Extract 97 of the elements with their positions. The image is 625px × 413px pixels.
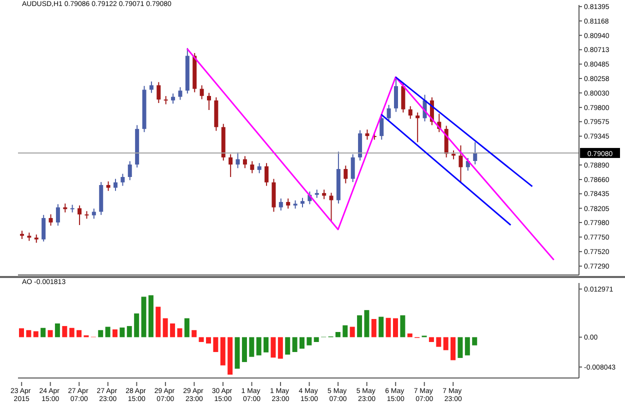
bar [48, 330, 53, 338]
bar [371, 318, 376, 338]
candlestick [300, 197, 304, 208]
bar [40, 328, 46, 338]
candlestick [242, 156, 247, 169]
bar [69, 328, 74, 338]
bar [436, 337, 442, 347]
candlestick [344, 165, 348, 184]
bar [112, 329, 118, 338]
bar [458, 337, 463, 358]
bar [141, 296, 146, 338]
bar [76, 330, 82, 338]
candlestick [380, 114, 384, 140]
bar [220, 337, 226, 366]
bar [364, 310, 370, 338]
bar [19, 328, 24, 338]
candlestick [56, 204, 60, 226]
bar [450, 337, 456, 360]
bar [170, 323, 176, 338]
candlestick [78, 204, 82, 226]
bar [228, 337, 233, 375]
bar [335, 332, 340, 338]
bar [26, 330, 32, 338]
candlestick [149, 81, 154, 94]
bar [393, 318, 398, 338]
bar [270, 337, 276, 358]
candlestick [156, 82, 161, 104]
bar [428, 337, 434, 342]
bar [350, 326, 355, 338]
bar [184, 318, 190, 338]
bar [98, 330, 104, 338]
candlestick [207, 92, 211, 110]
candlestick [401, 82, 406, 113]
bar [443, 337, 448, 350]
candlestick [178, 86, 182, 100]
bar [177, 328, 182, 338]
bar [213, 337, 218, 352]
bar [464, 337, 470, 356]
bar [192, 330, 197, 338]
bar [264, 337, 269, 352]
candlestick [92, 208, 96, 220]
bar [105, 326, 110, 338]
candlestick [350, 154, 355, 183]
bar [472, 337, 478, 346]
candlestick [473, 142, 478, 165]
candlestick [458, 144, 463, 183]
bar [378, 316, 384, 338]
candlestick [228, 154, 233, 178]
candlestick [322, 189, 326, 200]
bar [148, 295, 154, 338]
bar [357, 315, 362, 338]
bar [198, 337, 204, 342]
bar [242, 337, 247, 362]
bar [400, 315, 406, 338]
bar [278, 337, 283, 359]
candlestick [394, 78, 398, 112]
bar [33, 331, 38, 338]
bar [342, 325, 348, 338]
candlestick [164, 96, 168, 105]
candlestick [120, 173, 125, 186]
bar [256, 337, 262, 356]
candlestick [386, 104, 391, 122]
bar [314, 337, 319, 342]
candlestick [114, 178, 118, 192]
bar [62, 326, 68, 338]
bar [292, 337, 298, 352]
candlestick [42, 214, 46, 242]
candlestick [236, 152, 240, 169]
candlestick [171, 93, 176, 104]
candlestick [416, 112, 420, 143]
bar [234, 337, 240, 369]
candlestick [408, 106, 412, 120]
bar [134, 313, 140, 338]
bar [386, 318, 391, 338]
candlestick [106, 180, 110, 192]
candlestick [257, 162, 262, 174]
candlestick [48, 214, 53, 226]
candlestick [365, 129, 370, 140]
bar [300, 337, 304, 349]
candlestick [278, 198, 283, 212]
bar [285, 337, 290, 355]
candlestick [200, 84, 204, 100]
line-series [186, 48, 555, 261]
bar [407, 333, 412, 338]
bar [156, 306, 161, 338]
bar [206, 337, 211, 344]
bar [54, 323, 60, 338]
candlestick [264, 162, 269, 186]
bar [249, 337, 254, 357]
bar [120, 328, 125, 338]
bar [126, 326, 132, 338]
candlestick [128, 160, 132, 181]
bar [162, 318, 168, 338]
candlestick [286, 198, 290, 210]
candlestick [250, 160, 254, 174]
candlestick [329, 192, 334, 222]
bar [306, 337, 312, 346]
